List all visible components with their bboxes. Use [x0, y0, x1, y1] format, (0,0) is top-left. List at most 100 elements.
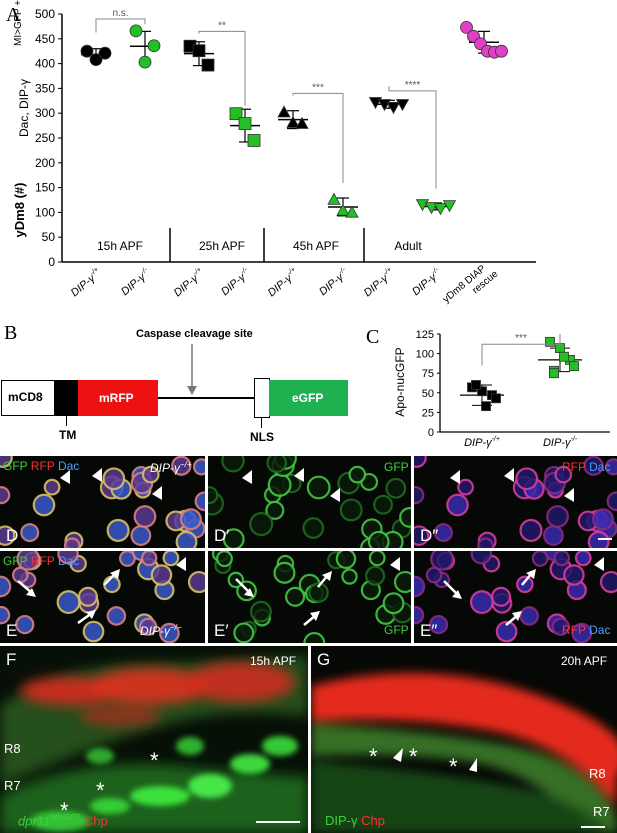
c-data-point	[545, 336, 555, 347]
panel-a-chart: 0 50 100 150 200 250 300 350 400 450 500 yDm8 (#) Da…	[12, 0, 536, 305]
data-point	[89, 53, 103, 67]
c-y-tick-label: 125	[416, 329, 434, 341]
data-point	[327, 192, 341, 205]
label-e-genotype: DIP-γ−/−	[140, 623, 182, 638]
svg-text:DIP-γ-/-: DIP-γ-/-	[316, 266, 351, 298]
c-y-axis-label: Apo-nucGFP	[393, 347, 407, 416]
significance-bracket	[388, 86, 437, 189]
data-point	[460, 20, 473, 34]
label-g-r8: R8	[589, 766, 606, 781]
micro-e2: RFP Dac E″	[414, 551, 617, 643]
micro-d: GFP RFP Dac DIP-γ−/+ D	[0, 456, 205, 548]
arrows-e1	[235, 557, 400, 626]
label-f-legend: dpr11MI>GFP Chp	[18, 813, 108, 829]
significance-label: **	[218, 20, 226, 31]
y-tick-label: 50	[42, 230, 56, 244]
tm-box	[54, 380, 78, 416]
tissue-f	[0, 646, 308, 833]
svg-text:*: *	[96, 778, 105, 803]
nls-label: NLS	[250, 430, 274, 444]
micro-d2: RFP Dac D″	[414, 456, 617, 548]
nls-box	[254, 378, 270, 418]
category-label: DIP-γ-/-	[409, 266, 444, 298]
svg-text:*: *	[150, 748, 159, 773]
label-e-gfp: GFP RFP Dac	[3, 554, 80, 568]
nls-tick	[261, 418, 262, 428]
tm-tick	[66, 416, 67, 426]
category-label: DIP-γ-/+	[171, 266, 207, 299]
data-point	[238, 117, 252, 131]
stage-label: 45h APF	[293, 239, 339, 253]
micro-e: GFP RFP Dac DIP-γ−/− E	[0, 551, 205, 643]
c-data-point	[569, 361, 579, 372]
arrows-e	[17, 557, 186, 625]
mcd8-label: mCD8	[8, 390, 43, 404]
data-point	[277, 105, 291, 118]
data-point	[247, 134, 261, 147]
svg-text:DIP-γ-/+: DIP-γ-/+	[361, 266, 397, 299]
label-e2: E″	[420, 621, 438, 640]
label-e1: E′	[214, 621, 229, 640]
scale-bar-f	[256, 821, 300, 823]
data-point	[433, 203, 448, 216]
c-category-label: DIP-γ-/-	[543, 436, 578, 449]
c-y-tick-label: 0	[428, 427, 434, 439]
cells-d2	[414, 456, 617, 548]
panel-c-chart: 0 25 50 75 100 125 Apo-nucGFP *** DIP-γ-/+ DIP-γ-…	[393, 329, 610, 449]
caspase-label: Caspase cleavage site	[136, 328, 253, 340]
category-label: DIP-γ-/-	[218, 266, 253, 298]
category-label: DIP-γ-/+	[68, 266, 104, 299]
y-axis-sublabel: Dac, DIP-γ	[17, 79, 31, 137]
label-d-gfp: GFP RFP Dac	[3, 459, 80, 473]
c-significance-label: ***	[515, 333, 527, 344]
data-point	[192, 44, 206, 58]
egfp-label: eGFP	[292, 391, 324, 405]
svg-text:DIP-γ-/+: DIP-γ-/+	[68, 266, 104, 299]
label-f-r8: R8	[4, 741, 21, 756]
y-tick-label: 450	[35, 32, 55, 46]
svg-text:DIP-γ-/+: DIP-γ-/+	[171, 266, 207, 299]
data-point	[229, 107, 243, 121]
label-d1: D′	[214, 526, 230, 545]
cells-d1	[208, 456, 411, 548]
cells-d	[0, 456, 205, 548]
construct-diagram: mCD8 mRFP eGFP	[0, 378, 360, 440]
svg-text:*: *	[449, 754, 458, 779]
data-point	[98, 46, 112, 60]
c-significance-bracket	[481, 334, 561, 366]
label-f: F	[6, 650, 17, 669]
significance-bracket	[198, 30, 246, 106]
c-data-point	[481, 401, 491, 412]
egfp-box	[269, 380, 348, 416]
cells-e2	[414, 551, 617, 643]
svg-text:*: *	[369, 744, 378, 769]
label-g: G	[317, 650, 331, 669]
y-tick-label: 0	[48, 255, 55, 269]
svg-text:DIP-γ-/-: DIP-γ-/-	[409, 266, 444, 298]
label-g-time: 20h APF	[561, 654, 608, 668]
micro-f: 15h APF F R8 R7 dpr11MI>GFP Chp * * *	[0, 646, 308, 833]
svg-text:DIP-γ-/+: DIP-γ-/+	[265, 266, 301, 299]
label-d-genotype: DIP-γ−/+	[150, 460, 192, 475]
label-d1-gfp: GFP	[384, 460, 409, 474]
label-e1-gfp: GFP	[384, 623, 409, 637]
mrfp-box	[78, 380, 158, 416]
micro-d1: GFP D′	[208, 456, 411, 548]
c-data-point	[477, 386, 487, 397]
data-point	[138, 55, 152, 69]
data-point	[424, 202, 439, 215]
data-point	[286, 115, 300, 128]
y-tick-label: 100	[35, 205, 55, 219]
data-point	[129, 24, 143, 38]
category-label: DIP-γ-/-	[316, 266, 351, 298]
stage-label: 15h APF	[97, 239, 143, 253]
label-d: D	[6, 526, 19, 545]
category-label: DIP-γ-/+	[265, 266, 301, 299]
arrowheads-d2	[450, 468, 574, 502]
data-point	[386, 102, 401, 115]
scale-bar-g	[581, 826, 605, 828]
significance-label: ****	[405, 80, 421, 91]
y-tick-label: 200	[35, 156, 55, 170]
arrowheads-d	[60, 468, 162, 500]
asterisks-f: * * *	[60, 748, 159, 823]
